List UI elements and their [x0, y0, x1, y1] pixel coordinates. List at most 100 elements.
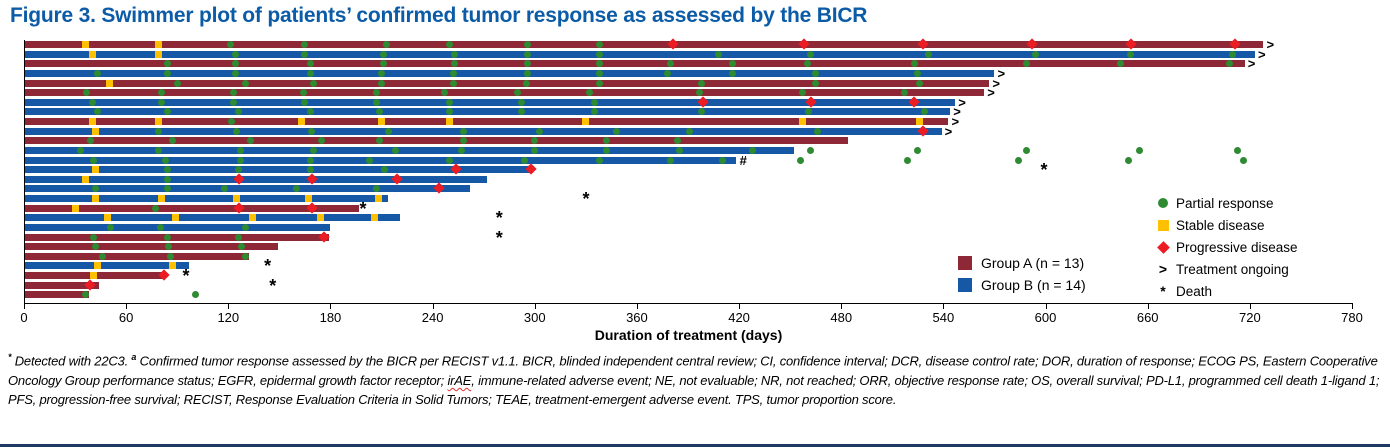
treatment-ongoing-marker: >	[944, 123, 953, 139]
x-axis-tick	[1045, 304, 1047, 309]
partial-response-marker	[309, 146, 317, 154]
stable-disease-marker	[88, 118, 96, 126]
stable-disease-marker	[155, 50, 162, 58]
partial-response-marker	[914, 69, 922, 77]
x-tick-label: 660	[1136, 310, 1159, 325]
bottom-divider	[0, 444, 1390, 447]
partial-response-marker	[796, 156, 804, 164]
partial-response-marker	[446, 108, 454, 116]
legend-label: Death	[1176, 283, 1213, 299]
stable-disease-marker	[446, 118, 454, 126]
footnote-superscript-a: a	[131, 352, 137, 362]
partial-response-marker	[674, 137, 682, 145]
stable-disease-marker	[248, 214, 256, 222]
partial-response-marker	[391, 146, 399, 154]
group-b-swatch	[958, 278, 972, 292]
group-a-swatch	[958, 256, 972, 270]
partial-response-marker	[441, 89, 449, 97]
patient-bar	[25, 118, 949, 126]
stable-disease-marker	[105, 79, 113, 87]
partial-response-marker	[1125, 156, 1133, 164]
footnote-text: , immune-related adverse event; NE, not …	[8, 372, 1380, 408]
partial-response-marker	[306, 156, 314, 164]
partial-response-marker	[384, 127, 392, 135]
patient-bar	[25, 89, 985, 97]
partial-response-marker	[378, 79, 386, 87]
partial-response-marker	[163, 233, 171, 241]
patient-bar	[25, 214, 401, 222]
x-tick-label: 180	[319, 310, 342, 325]
partial-response-marker	[446, 41, 454, 48]
partial-response-marker	[366, 156, 374, 164]
partial-response-marker	[163, 175, 171, 183]
partial-response-marker	[749, 146, 757, 154]
patient-bar	[25, 185, 471, 193]
partial-response-marker	[728, 60, 736, 68]
partial-response-marker	[1135, 146, 1143, 154]
partial-response-marker	[1127, 50, 1135, 58]
legend-item-progressive-disease: Progressive disease	[1150, 236, 1298, 258]
partial-response-marker	[235, 233, 243, 241]
partial-response-marker	[924, 50, 932, 58]
partial-response-marker	[107, 223, 115, 231]
x-axis-line	[24, 303, 1353, 304]
stable-disease-marker	[316, 214, 324, 222]
stable-disease-marker	[916, 118, 924, 126]
partial-response-marker	[158, 98, 166, 106]
partial-response-marker	[521, 156, 529, 164]
partial-response-marker	[459, 137, 467, 145]
patient-bar	[25, 79, 990, 87]
partial-response-marker	[379, 60, 387, 68]
partial-response-marker	[522, 79, 530, 87]
treatment-ongoing-icon: >	[1158, 261, 1168, 277]
partial-response-marker	[92, 185, 99, 193]
partial-response-marker	[451, 50, 459, 58]
patient-bar	[25, 252, 249, 260]
partial-response-marker	[379, 50, 387, 58]
partial-response-marker	[229, 98, 237, 106]
partial-response-marker	[231, 60, 239, 68]
partial-response-marker	[595, 41, 603, 48]
partial-response-marker	[299, 89, 307, 97]
partial-response-marker	[378, 69, 386, 77]
stable-disease-marker	[92, 195, 99, 203]
progressive-disease-icon	[1150, 240, 1176, 254]
partial-response-marker	[524, 60, 532, 68]
patient-bar	[25, 175, 488, 183]
partial-response-marker	[301, 98, 309, 106]
partial-response-marker	[381, 166, 389, 174]
partial-response-marker	[90, 156, 98, 164]
partial-response-marker	[536, 127, 544, 135]
stable-disease-marker	[371, 214, 379, 222]
partial-response-marker	[696, 89, 704, 97]
partial-response-marker	[798, 89, 806, 97]
death-marker: *	[582, 189, 590, 210]
patient-bar	[25, 98, 956, 106]
partial-response-marker	[514, 89, 522, 97]
partial-response-marker	[163, 69, 171, 77]
partial-response-marker	[686, 127, 694, 135]
partial-response-marker	[531, 137, 539, 145]
partial-response-marker	[595, 79, 603, 87]
partial-response-marker	[698, 79, 706, 87]
x-axis-tick	[943, 304, 945, 309]
partial-response-marker	[451, 60, 459, 68]
partial-response-marker	[595, 69, 603, 77]
legend-label: Progressive disease	[1176, 239, 1298, 255]
partial-response-marker	[1239, 156, 1247, 164]
treatment-ongoing-marker: >	[958, 94, 966, 110]
group-legend: Group A (n = 13) Group B (n = 14)	[958, 252, 1086, 296]
partial-response-marker	[517, 98, 525, 106]
patient-bar	[25, 262, 190, 270]
stable-disease-marker	[81, 175, 89, 183]
partial-response-marker	[449, 69, 457, 77]
x-tick-label: 240	[421, 310, 444, 325]
y-axis-line	[24, 40, 25, 304]
partial-response-marker	[231, 69, 239, 77]
partial-response-marker	[612, 127, 620, 135]
legend-item-death: * Death	[1150, 280, 1298, 302]
footnote-irae-misspell-underline: irAE	[447, 372, 472, 388]
patient-bar	[25, 69, 995, 77]
x-tick-label: 720	[1238, 310, 1261, 325]
footnote-text: Detected with 22C3.	[11, 353, 132, 369]
